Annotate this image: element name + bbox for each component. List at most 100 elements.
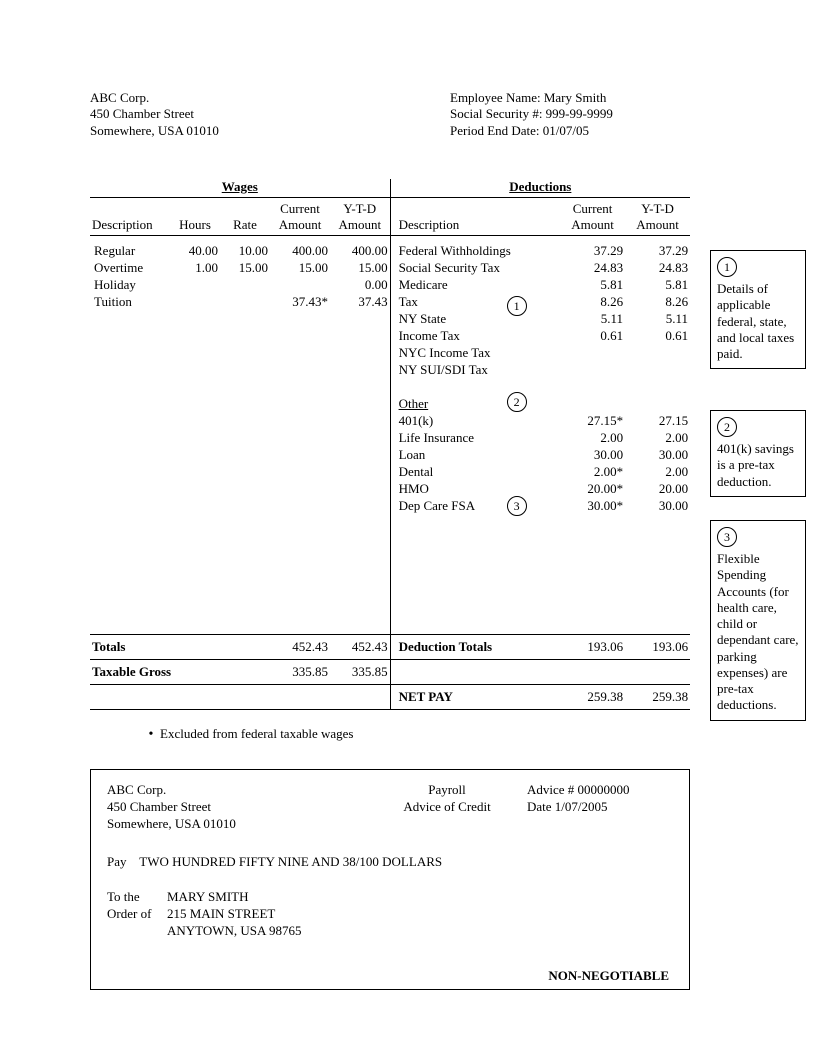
taxable-gross-label: Taxable Gross	[90, 659, 270, 684]
ded-ytd: 30.00	[629, 446, 688, 463]
taxable-gross-row: Taxable Gross 335.85 335.85	[90, 659, 690, 684]
wages-rate: 10.00 15.00	[224, 242, 268, 310]
wage-ytd: 15.00	[334, 259, 388, 276]
ded-desc: Loan	[399, 446, 559, 463]
check-company-name: ABC Corp.	[107, 782, 367, 799]
paystub-page: ABC Corp. 450 Chamber Street Somewhere, …	[0, 0, 816, 990]
wage-rate	[224, 276, 268, 293]
ded-ytd: 2.00	[629, 463, 688, 480]
employee-ssn: Social Security #: 999-99-9999	[450, 106, 710, 122]
check-company-city: Somewhere, USA 01010	[107, 816, 367, 833]
wage-desc: Tuition	[94, 293, 168, 310]
wage-desc: Overtime	[94, 259, 168, 276]
wage-desc: Regular	[94, 242, 168, 259]
annotation-2-text: 401(k) savings is a pre-tax deduction.	[717, 441, 799, 490]
wage-cur	[274, 276, 328, 293]
taxable-gross-cur: 335.85	[270, 659, 330, 684]
ded-ytd: 0.61	[629, 327, 688, 344]
ded-ytd: 30.00	[629, 497, 688, 514]
ded-desc: Income Tax	[399, 327, 559, 344]
ded-cur: 27.15*	[564, 412, 623, 429]
company-street: 450 Chamber Street	[90, 106, 450, 122]
ded-desc: Federal Withholdings	[399, 242, 559, 259]
annotation-1-text: Details of applicable federal, state, an…	[717, 281, 799, 362]
wage-cur: 37.43*	[274, 293, 328, 310]
ded-desc: Medicare	[399, 276, 559, 293]
totals-row: Totals 452.43 452.43 Deduction Totals 19…	[90, 634, 690, 659]
wage-hours	[174, 293, 218, 310]
ded-cur: 30.00*	[564, 497, 623, 514]
ded-desc: Tax	[399, 293, 559, 310]
annotation-1: 1 Details of applicable federal, state, …	[710, 250, 806, 369]
col-ded-ytd-top: Y-T-D	[627, 201, 688, 217]
ded-desc: NY SUI/SDI Tax	[399, 361, 559, 378]
ded-cur: 20.00*	[564, 480, 623, 497]
col-ytd-bot: Amount	[332, 217, 388, 233]
totals-wages-cur: 452.43	[270, 634, 330, 659]
footnote-text: Excluded from federal taxable wages	[160, 726, 353, 741]
ded-ytd: 5.11	[629, 310, 688, 327]
company-block: ABC Corp. 450 Chamber Street Somewhere, …	[90, 90, 450, 139]
employee-block: Employee Name: Mary Smith Social Securit…	[450, 90, 710, 139]
deduction-ytd: 37.29 24.83 5.81 8.26 5.11 0.61 27.15 2.…	[629, 242, 688, 514]
to-the-label: To the	[107, 889, 167, 906]
ded-ytd: 27.15	[629, 412, 688, 429]
payee-street: 215 MAIN STREET	[167, 906, 301, 923]
ded-desc: Social Security Tax	[399, 259, 559, 276]
wage-hours	[174, 276, 218, 293]
ded-cur: 30.00	[564, 446, 623, 463]
ded-cur: 5.11	[564, 310, 623, 327]
ded-cur: 2.00	[564, 429, 623, 446]
check-mid: Payroll Advice of Credit	[367, 782, 527, 833]
employee-name: Employee Name: Mary Smith	[450, 90, 710, 106]
wages-hours: 40.00 1.00	[174, 242, 218, 310]
ded-desc: NY State	[399, 310, 559, 327]
annotation-3: 3 Flexible Spending Accounts (for health…	[710, 520, 806, 721]
col-ded-ytd-bot: Amount	[627, 217, 688, 233]
annotation-3-text: Flexible Spending Accounts (for health c…	[717, 551, 799, 714]
pay-words: TWO HUNDRED FIFTY NINE AND 38/100 DOLLAR…	[139, 854, 442, 869]
wage-cur: 400.00	[274, 242, 328, 259]
wage-ytd: 37.43	[334, 293, 388, 310]
ded-ytd: 37.29	[629, 242, 688, 259]
wage-hours: 1.00	[174, 259, 218, 276]
annotation-2-num: 2	[717, 417, 737, 437]
wages-current: 400.00 15.00 37.43*	[274, 242, 328, 310]
check-mid-top: Payroll	[367, 782, 527, 799]
col-current-top: Current	[272, 201, 328, 217]
payee-city: ANYTOWN, USA 98765	[167, 923, 301, 940]
check-advice: Advice # 00000000	[527, 782, 673, 799]
ded-desc: Dep Care FSA	[399, 497, 559, 514]
wages-ytd: 400.00 15.00 0.00 37.43	[334, 242, 388, 310]
wage-ytd: 0.00	[334, 276, 388, 293]
wage-desc: Holiday	[94, 276, 168, 293]
order-of-label: Order of	[107, 906, 167, 923]
ded-desc: 401(k)	[399, 412, 559, 429]
pay-advice: ABC Corp. 450 Chamber Street Somewhere, …	[90, 769, 690, 990]
period-end: Period End Date: 01/07/05	[450, 123, 710, 139]
company-city: Somewhere, USA 01010	[90, 123, 450, 139]
wage-rate: 15.00	[224, 259, 268, 276]
ded-desc: HMO	[399, 480, 559, 497]
wage-ytd: 400.00	[334, 242, 388, 259]
col-current-bot: Amount	[272, 217, 328, 233]
totals-label: Totals	[90, 634, 170, 659]
ded-ytd: 20.00	[629, 480, 688, 497]
company-name: ABC Corp.	[90, 90, 450, 106]
pay-line: Pay TWO HUNDRED FIFTY NINE AND 38/100 DO…	[107, 854, 673, 871]
ded-cur: 5.81	[564, 276, 623, 293]
totals-wages-ytd: 452.43	[330, 634, 390, 659]
callout-marker-1: 1	[507, 296, 527, 316]
header: ABC Corp. 450 Chamber Street Somewhere, …	[90, 90, 746, 139]
col-rate: Rate	[222, 217, 268, 233]
deduction-totals-label: Deduction Totals	[390, 634, 560, 659]
taxable-gross-ytd: 335.85	[330, 659, 390, 684]
col-ded-current-bot: Amount	[562, 217, 623, 233]
callout-marker-2: 2	[507, 392, 527, 412]
wages-heading: Wages	[222, 179, 258, 194]
wage-rate: 10.00	[224, 242, 268, 259]
net-pay-row: NET PAY 259.38 259.38	[90, 684, 690, 709]
col-description: Description	[92, 217, 168, 233]
check-right: Advice # 00000000 Date 1/07/2005	[527, 782, 673, 833]
ded-ytd: 5.81	[629, 276, 688, 293]
